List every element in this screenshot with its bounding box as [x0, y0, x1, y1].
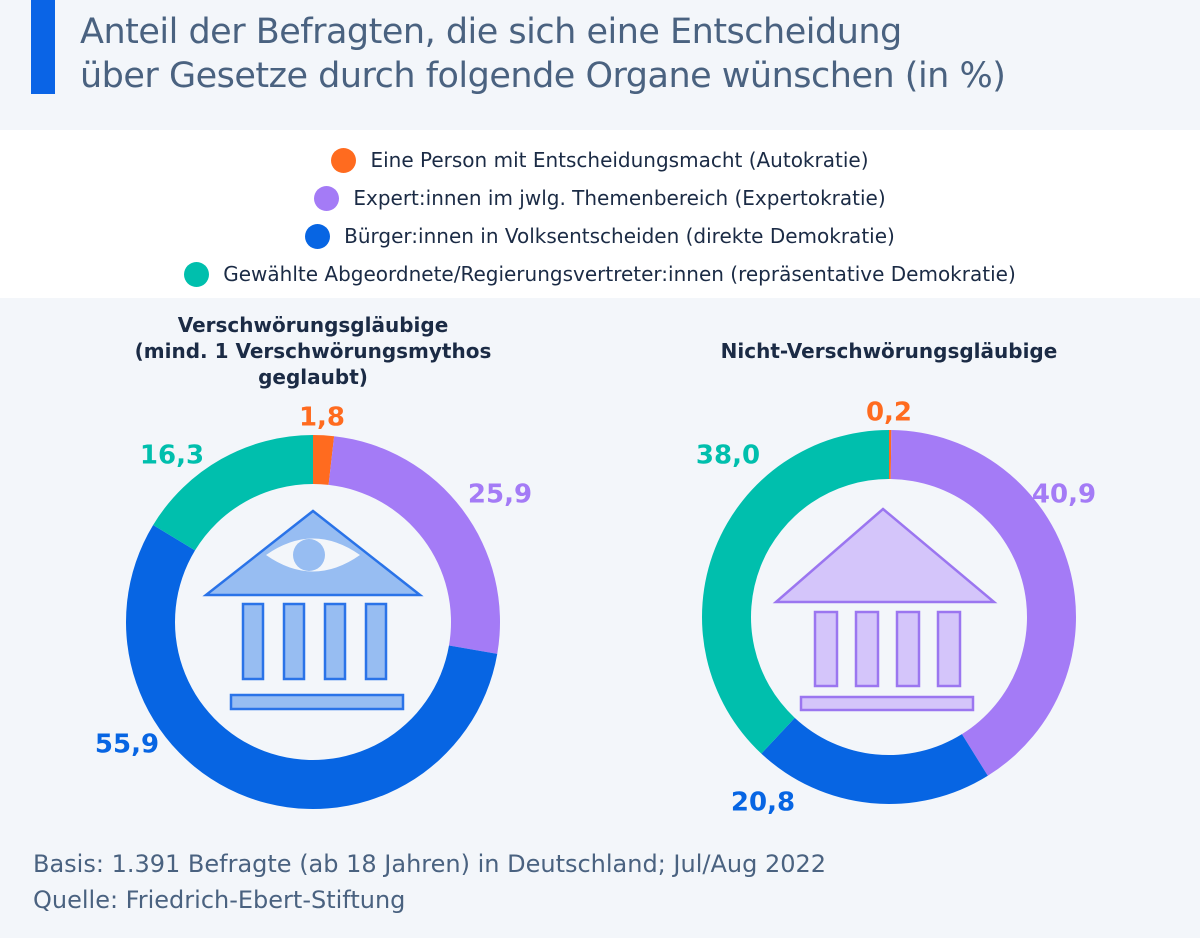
legend-item-autokratie: Eine Person mit Entscheidungsmacht (Auto…: [0, 141, 1200, 179]
legend-label: Gewählte Abgeordnete/Regierungsvertreter…: [223, 262, 1016, 286]
data-label: 38,0: [696, 441, 760, 471]
donut-slice-repräsentative-demokratie: [701, 430, 889, 754]
data-label: 16,3: [140, 441, 204, 471]
legend-label: Expert:innen im jwlg. Themenbereich (Exp…: [353, 186, 886, 210]
legend-item-direkte-demokratie: Bürger:innen in Volksentscheiden (direkt…: [0, 217, 1200, 255]
legend-dot-icon: [184, 261, 210, 287]
legend-label: Bürger:innen in Volksentscheiden (direkt…: [344, 224, 895, 248]
data-label: 20,8: [731, 788, 795, 818]
data-label: 40,9: [1032, 480, 1096, 510]
subtitle-line: Nicht-Verschwörungsgläubige: [720, 339, 1058, 363]
legend-dot-icon: [331, 147, 357, 173]
title-line-1: Anteil der Befragten, die sich eine Ents…: [80, 12, 902, 52]
data-label: 55,9: [95, 730, 159, 760]
footer: Basis: 1.391 Befragte (ab 18 Jahren) in …: [33, 846, 826, 918]
title-line-2: über Gesetze durch folgende Organe wünsc…: [80, 56, 1006, 96]
footer-source: Quelle: Friedrich-Ebert-Stiftung: [33, 886, 406, 914]
donut-slice-expertokratie: [328, 436, 500, 654]
title-accent-bar: [31, 0, 55, 94]
government-building-icon: [772, 507, 998, 712]
data-label: 1,8: [299, 403, 345, 433]
donut-slice-repräsentative-demokratie: [153, 435, 313, 551]
subtitle-line: (mind. 1 Verschwörungsmythos: [134, 339, 492, 363]
legend-label: Eine Person mit Entscheidungsmacht (Auto…: [370, 148, 869, 172]
donut-chart-left: 1,8 25,9 55,9 16,3: [95, 403, 532, 809]
donut-slice-direkte-demokratie: [761, 717, 988, 804]
donut-slice-direkte-demokratie: [126, 524, 498, 809]
legend-item-expertokratie: Expert:innen im jwlg. Themenbereich (Exp…: [0, 179, 1200, 217]
subtitle-line: geglaubt): [258, 365, 368, 389]
chart-title: Anteil der Befragten, die sich eine Ents…: [80, 10, 1006, 98]
government-building-with-eye-icon: [202, 509, 424, 711]
footer-basis: Basis: 1.391 Befragte (ab 18 Jahren) in …: [33, 850, 827, 878]
subtitle-line: Verschwörungsgläubige: [177, 313, 449, 337]
chart-subtitle-right: Nicht-Verschwörungsgläubige: [689, 338, 1089, 364]
data-label: 25,9: [468, 480, 532, 510]
legend-dot-icon: [305, 223, 331, 249]
donut-slice-autokratie: [313, 435, 335, 485]
donut-chart-right: 0,2 40,9 20,8 38,0: [696, 398, 1096, 818]
donut-slice-expertokratie: [890, 430, 1076, 776]
legend-dot-icon: [314, 185, 340, 211]
data-label: 0,2: [866, 398, 912, 428]
legend: Eine Person mit Entscheidungsmacht (Auto…: [0, 141, 1200, 293]
chart-subtitle-left: Verschwörungsgläubige (mind. 1 Verschwör…: [113, 312, 513, 390]
donut-slice-autokratie: [889, 430, 892, 480]
legend-item-repraesentative-demokratie: Gewählte Abgeordnete/Regierungsvertreter…: [0, 255, 1200, 293]
